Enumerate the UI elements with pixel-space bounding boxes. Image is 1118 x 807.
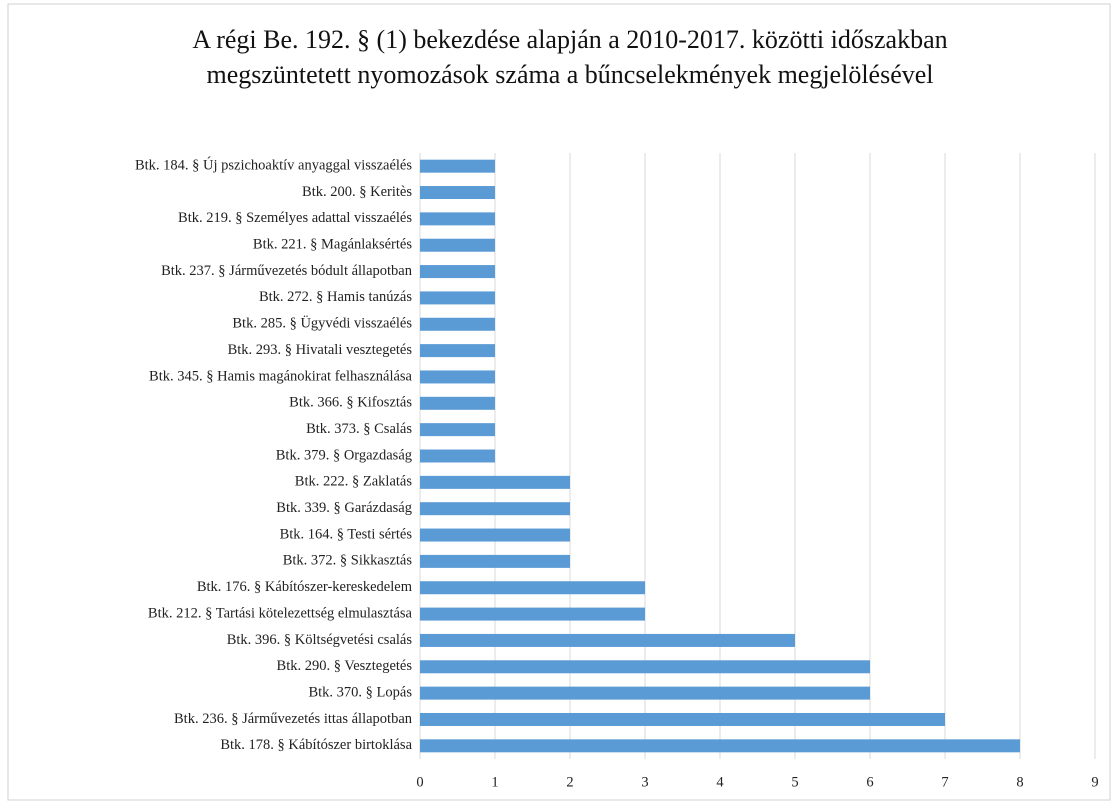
bar: [420, 396, 495, 410]
y-tick-label: Btk. 236. § Járművezetés ittas állapotba…: [174, 711, 413, 727]
x-tick-label: 9: [1091, 774, 1098, 790]
x-tick-label: 4: [716, 774, 724, 790]
bar: [420, 449, 495, 463]
x-tick-label: 7: [941, 774, 948, 790]
y-tick-label: Btk. 366. § Kifosztás: [289, 395, 412, 411]
y-tick-label: Btk. 176. § Kábítószer-kereskedelem: [197, 579, 413, 595]
bar: [420, 554, 570, 568]
y-tick-label: Btk. 221. § Magánlaksértés: [253, 237, 412, 253]
y-tick-label: Btk. 370. § Lopás: [308, 684, 412, 700]
x-tick-label: 6: [866, 774, 873, 790]
y-tick-label: Btk. 212. § Tartási kötelezettség elmula…: [148, 605, 413, 621]
y-tick-label: Btk. 285. § Ügyvédi visszaélés: [232, 315, 412, 332]
bar: [420, 159, 495, 173]
x-tick-label: 2: [566, 774, 573, 790]
y-tick-label: Btk. 373. § Csalás: [306, 421, 412, 437]
x-tick-label: 5: [791, 774, 798, 790]
bar: [420, 186, 495, 200]
y-tick-label: Btk. 164. § Testi sértés: [280, 526, 413, 542]
y-tick-label: Btk. 345. § Hamis magánokirat felhasznál…: [149, 368, 413, 384]
bar: [420, 739, 1020, 753]
y-tick-label: Btk. 200. § Keritès: [302, 184, 412, 200]
y-tick-label: Btk. 396. § Költségvetési csalás: [227, 632, 413, 648]
chart-title: A régi Be. 192. § (1) bekezdése alapján …: [192, 25, 948, 89]
bar: [420, 212, 495, 226]
chart-frame: [7, 3, 1111, 801]
x-tick-label: 3: [641, 774, 648, 790]
bar: [420, 317, 495, 331]
bar: [420, 291, 495, 305]
y-tick-label: Btk. 293. § Hivatali vesztegetés: [228, 342, 413, 358]
bar: [420, 370, 495, 384]
bar: [420, 265, 495, 279]
x-tick-label: 0: [416, 774, 423, 790]
y-tick-label: Btk. 272. § Hamis tanúzás: [259, 289, 412, 305]
y-tick-label: Btk. 184. § Új pszichoaktív anyaggal vis…: [135, 157, 412, 174]
bar: [420, 686, 870, 700]
y-tick-label: Btk. 219. § Személyes adattal visszaélés: [178, 210, 412, 226]
bar: [420, 581, 645, 595]
y-tick-label: Btk. 222. § Zaklatás: [295, 474, 413, 490]
y-tick-label: Btk. 178. § Kábítószer birtoklása: [220, 737, 412, 753]
x-tick-label: 8: [1016, 774, 1023, 790]
bar: [420, 607, 645, 621]
bar: [420, 660, 870, 674]
bar: [420, 475, 570, 489]
y-tick-label: Btk. 339. § Garázdaság: [276, 500, 412, 516]
bar: [420, 344, 495, 358]
y-tick-label: Btk. 379. § Orgazdaság: [276, 447, 412, 463]
bar: [420, 712, 945, 726]
bar: [420, 238, 495, 252]
bar: [420, 502, 570, 516]
y-tick-label: Btk. 237. § Járművezetés bódult állapotb…: [161, 263, 413, 279]
bar: [420, 423, 495, 437]
x-tick-label: 1: [491, 774, 498, 790]
y-tick-label: Btk. 372. § Sikkasztás: [283, 553, 413, 569]
y-tick-label: Btk. 290. § Vesztegetés: [277, 658, 413, 674]
bar: [420, 633, 795, 647]
bar: [420, 528, 570, 542]
